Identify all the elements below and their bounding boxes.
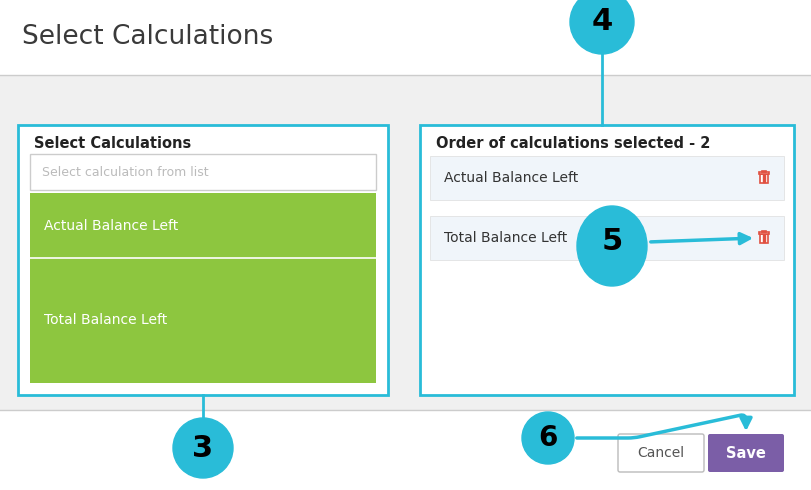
- Text: Total Balance Left: Total Balance Left: [444, 231, 567, 245]
- Text: 4: 4: [590, 7, 611, 36]
- FancyBboxPatch shape: [0, 75, 811, 410]
- Text: Cancel: Cancel: [637, 446, 684, 460]
- Text: Select Calculations: Select Calculations: [34, 136, 191, 150]
- FancyBboxPatch shape: [759, 174, 767, 183]
- FancyBboxPatch shape: [762, 171, 765, 172]
- Circle shape: [521, 412, 573, 464]
- FancyBboxPatch shape: [18, 125, 388, 395]
- FancyBboxPatch shape: [30, 154, 375, 190]
- FancyBboxPatch shape: [0, 410, 811, 490]
- FancyBboxPatch shape: [707, 434, 783, 472]
- Text: Save: Save: [725, 445, 765, 461]
- Ellipse shape: [577, 206, 646, 286]
- Circle shape: [569, 0, 633, 54]
- FancyBboxPatch shape: [758, 232, 768, 234]
- FancyBboxPatch shape: [617, 434, 703, 472]
- Text: Actual Balance Left: Actual Balance Left: [44, 219, 178, 232]
- Text: Select Calculations: Select Calculations: [22, 24, 273, 50]
- Text: 3: 3: [192, 434, 213, 463]
- FancyBboxPatch shape: [30, 258, 375, 383]
- FancyBboxPatch shape: [762, 231, 765, 232]
- Circle shape: [173, 418, 233, 478]
- FancyBboxPatch shape: [430, 156, 783, 200]
- FancyBboxPatch shape: [758, 172, 768, 174]
- FancyBboxPatch shape: [30, 193, 375, 258]
- FancyBboxPatch shape: [0, 0, 811, 75]
- Text: Order of calculations selected - 2: Order of calculations selected - 2: [436, 136, 710, 150]
- FancyBboxPatch shape: [419, 125, 793, 395]
- FancyBboxPatch shape: [759, 234, 767, 243]
- Text: Select calculation from list: Select calculation from list: [42, 166, 208, 178]
- FancyBboxPatch shape: [430, 216, 783, 260]
- Text: 6: 6: [538, 424, 557, 452]
- Text: 5: 5: [601, 227, 622, 256]
- Text: Actual Balance Left: Actual Balance Left: [444, 171, 577, 185]
- Text: Total Balance Left: Total Balance Left: [44, 314, 167, 327]
